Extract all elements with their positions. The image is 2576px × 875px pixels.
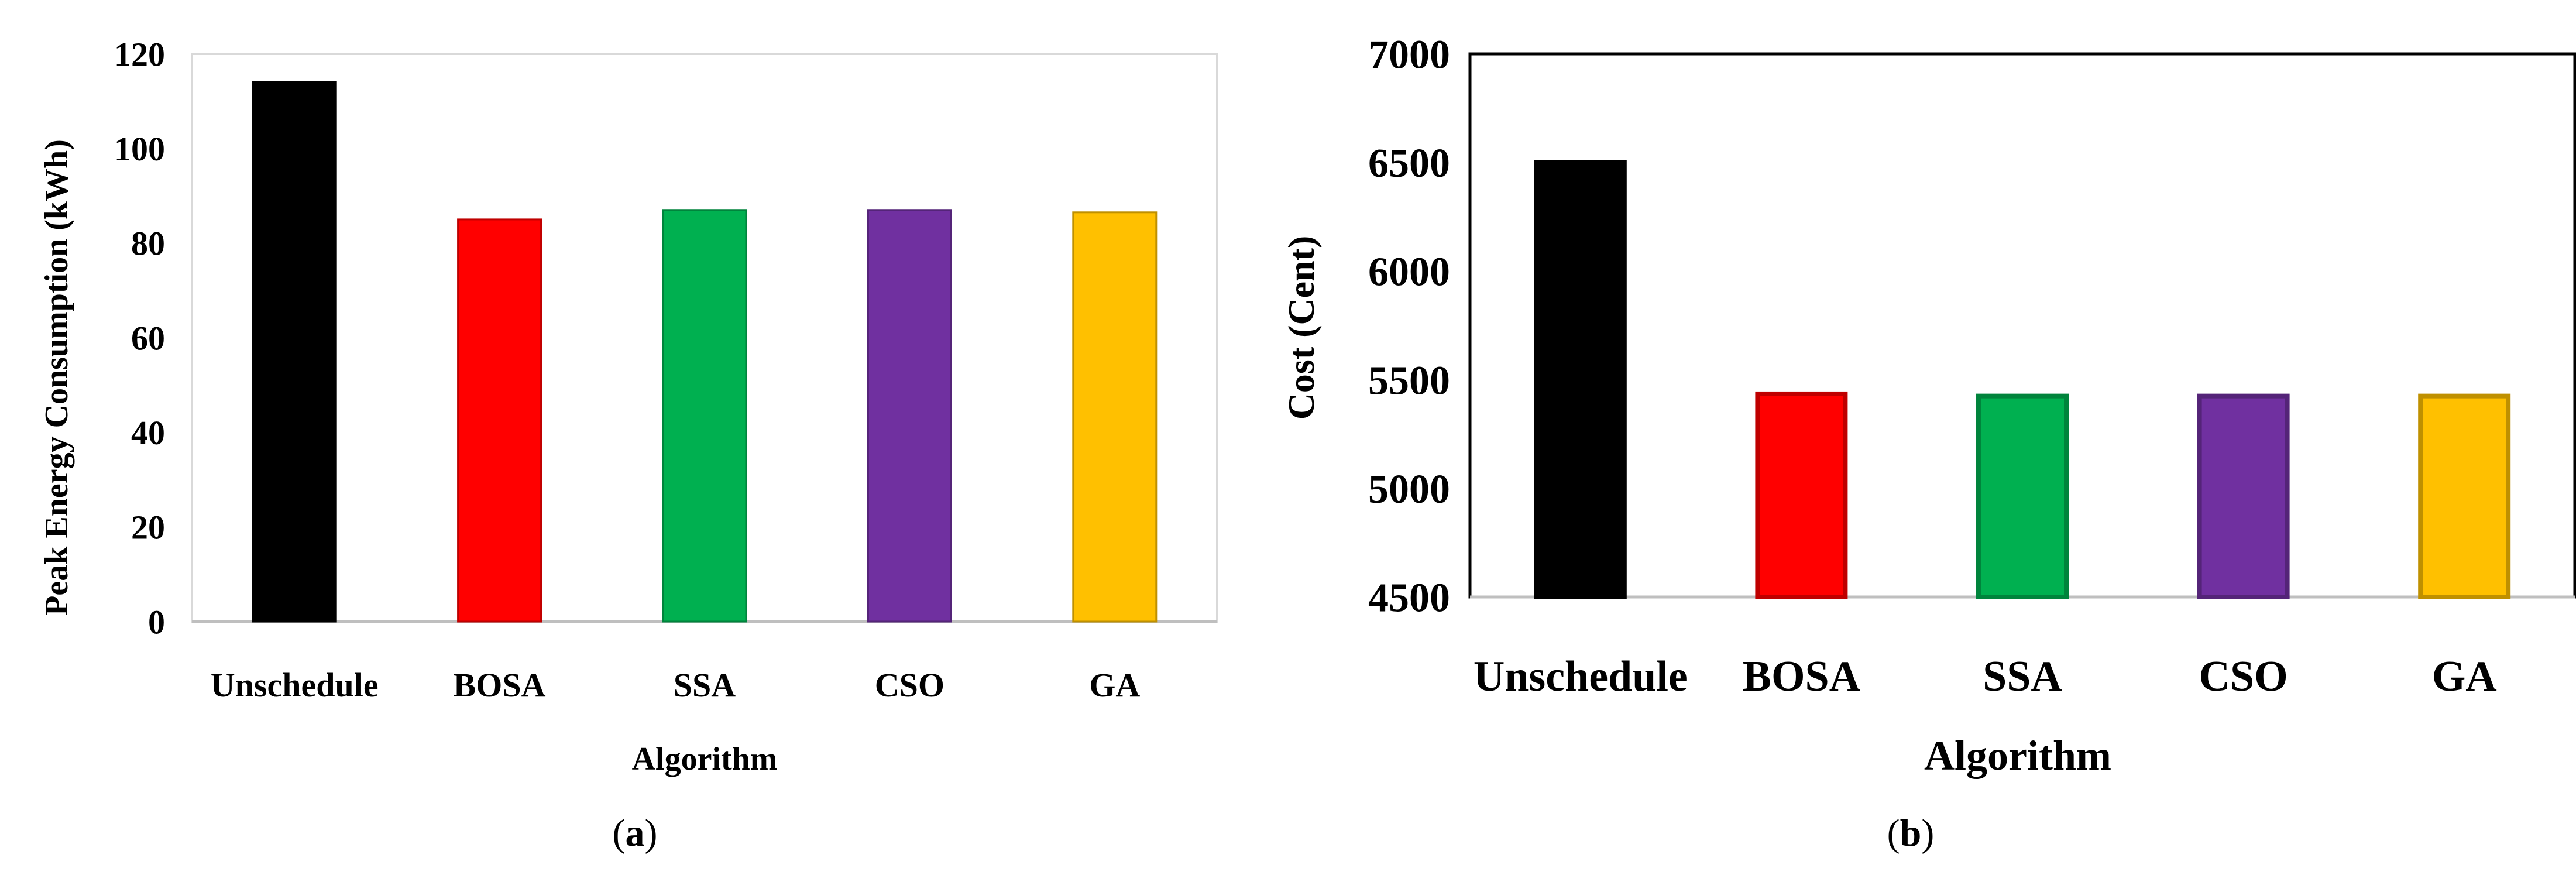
x-axis-title: Algorithm [632,741,778,777]
x-tick-label: SSA [674,666,736,704]
panel-caption: (a) [613,812,658,855]
x-axis-title: Algorithm [1924,732,2111,779]
bar-unschedule [252,81,337,623]
y-tick-label: 40 [131,414,165,452]
x-tick-label: CSO [2199,653,2288,701]
bar-bosa [1755,391,1848,599]
y-tick-label: 5500 [1368,358,1450,403]
bar-unschedule [1534,160,1627,600]
chart-panel-b: 4500 5000 5500 6000 6500 7000 Unschedule BOSA S… [1280,33,2576,855]
x-tick-label: BOSA [454,666,546,704]
y-tick-label: 7000 [1368,33,1450,78]
x-tick-label: SSA [1983,653,2062,701]
y-tick-label: 120 [114,35,165,73]
x-tick-label: GA [2432,653,2497,701]
bar-bosa [457,218,542,623]
y-tick-label: 6500 [1368,141,1450,186]
bar-cso [2197,393,2290,599]
bar-cso [867,209,952,623]
bar-ssa [662,209,747,623]
y-axis-title: Cost (Cent) [1280,236,1322,420]
bar-ga [2418,393,2511,599]
bar-ga [1072,211,1158,623]
chart-panel-a: 0 20 40 60 80 100 120 Unschedule BOSA SSA CSO GA A… [39,35,1218,855]
x-tick-label: CSO [875,666,944,704]
x-tick-label: GA [1089,666,1140,704]
y-tick-label: 6000 [1368,250,1450,295]
panel-label: b [1900,812,1922,855]
y-tick-label: 4500 [1368,576,1450,621]
panel-label: a [626,812,645,855]
y-tick-label: 100 [114,130,165,168]
x-tick-label: Unschedule [211,666,379,704]
x-tick-label: BOSA [1743,653,1861,701]
y-tick-label: 80 [131,225,165,263]
y-tick-label: 60 [131,319,165,357]
x-tick-label: Unschedule [1474,653,1688,701]
bar-ssa [1976,393,2069,599]
panel-caption: (b) [1887,812,1935,855]
y-tick-label: 0 [148,603,165,641]
y-tick-label: 20 [131,509,165,547]
y-axis-title: Peak Energy Consumption (kWh) [39,139,75,616]
y-tick-label: 5000 [1368,467,1450,512]
